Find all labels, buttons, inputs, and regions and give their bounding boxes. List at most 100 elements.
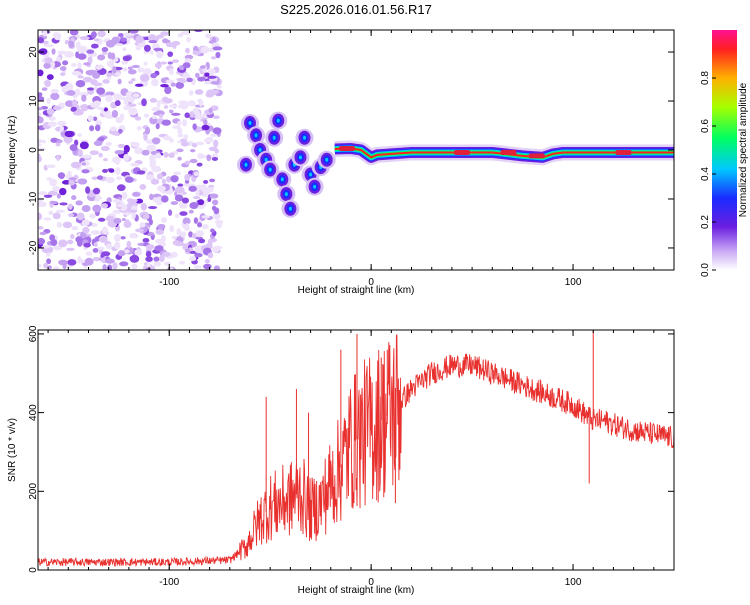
noise-blob xyxy=(38,95,45,102)
noise-blob xyxy=(170,175,179,183)
noise-blob xyxy=(116,184,126,192)
noise-blob xyxy=(139,184,147,191)
noise-blob xyxy=(75,41,81,50)
noise-blob xyxy=(156,185,166,192)
spectrogram-x-axis-label: Height of straight line (km) xyxy=(298,285,415,296)
noise-blob xyxy=(129,254,140,263)
noise-blob xyxy=(180,30,191,36)
noise-blob xyxy=(124,219,130,226)
noise-blob xyxy=(56,139,63,144)
noise-blob xyxy=(112,66,117,74)
noise-blob xyxy=(53,32,62,41)
noise-blob xyxy=(93,38,100,42)
noise-blob xyxy=(56,193,61,199)
noise-blob xyxy=(38,212,43,221)
spectrogram-x-ticks: -100 0 100 xyxy=(47,30,675,288)
noise-blob xyxy=(197,154,208,158)
noise-blob xyxy=(44,79,51,88)
noise-blob xyxy=(68,177,77,181)
noise-blob xyxy=(153,47,163,52)
noise-blob xyxy=(153,256,160,262)
noise-blob xyxy=(71,63,77,67)
noise-blob xyxy=(145,250,152,258)
noise-blob xyxy=(86,49,95,54)
noise-blob xyxy=(49,200,59,205)
noise-blob xyxy=(92,72,101,79)
noise-blob xyxy=(102,264,107,270)
noise-blob xyxy=(140,202,148,211)
colorbar-tick-label: 0.8 xyxy=(700,71,711,85)
noise-blob xyxy=(38,48,48,55)
noise-blob xyxy=(71,99,78,108)
noise-blob xyxy=(206,154,212,162)
noise-blob xyxy=(164,261,171,266)
noise-blob xyxy=(77,178,88,185)
ridge-hotspot xyxy=(454,149,470,155)
noise-blob xyxy=(186,77,193,83)
noise-blob xyxy=(159,255,165,262)
noise-blob xyxy=(95,65,103,70)
blob-core xyxy=(276,118,280,123)
noise-blob xyxy=(197,76,206,82)
noise-blob xyxy=(58,239,68,248)
noise-blob xyxy=(107,52,113,59)
noise-blob xyxy=(117,78,122,85)
noise-blob xyxy=(154,245,164,252)
noise-blob xyxy=(150,178,160,185)
noise-blob xyxy=(57,120,67,126)
noise-blob xyxy=(53,266,60,270)
noise-blob xyxy=(160,235,167,242)
noise-blob xyxy=(177,133,184,138)
noise-blob xyxy=(113,93,122,101)
noise-blob xyxy=(188,90,194,96)
noise-blob xyxy=(75,236,83,243)
noise-blob xyxy=(194,30,203,33)
noise-blob xyxy=(64,100,75,108)
noise-blob xyxy=(69,30,79,36)
snr-y-ticks: 0 200 400 600 xyxy=(28,325,674,573)
noise-blob xyxy=(174,186,185,194)
noise-blob xyxy=(134,249,143,256)
colorbar-tick-label: 0.2 xyxy=(700,215,711,229)
noise-blob xyxy=(79,92,89,97)
noise-blob xyxy=(210,133,218,138)
noise-blob xyxy=(212,115,220,120)
noise-blob xyxy=(189,201,199,210)
noise-blob xyxy=(177,127,183,135)
noise-blob xyxy=(81,94,87,102)
noise-blob xyxy=(43,262,49,269)
noise-blob xyxy=(200,186,208,192)
noise-blob xyxy=(52,185,60,192)
spectrogram-scatter-blobs xyxy=(236,111,336,218)
noise-blob xyxy=(166,175,172,183)
noise-blob xyxy=(198,238,206,244)
noise-blob xyxy=(106,197,112,204)
noise-blob xyxy=(92,187,101,195)
noise-blob xyxy=(183,134,189,140)
noise-blob xyxy=(108,168,115,173)
blob-core xyxy=(284,192,288,197)
noise-blob xyxy=(200,65,206,69)
noise-blob xyxy=(106,72,113,77)
noise-blob xyxy=(82,226,90,234)
noise-blob xyxy=(184,160,191,165)
noise-blob xyxy=(125,176,134,183)
noise-blob xyxy=(117,250,126,257)
noise-blob xyxy=(177,183,184,187)
noise-blob xyxy=(149,265,156,270)
noise-blob xyxy=(75,80,86,88)
noise-blob xyxy=(116,176,123,180)
noise-blob xyxy=(70,106,77,112)
noise-blob xyxy=(143,61,148,66)
noise-blob xyxy=(211,205,217,211)
noise-blob xyxy=(131,263,138,270)
noise-blob xyxy=(123,144,130,153)
noise-blob xyxy=(205,33,212,39)
noise-blob xyxy=(189,256,197,262)
noise-blob xyxy=(89,125,95,132)
noise-blob xyxy=(83,242,91,248)
noise-blob xyxy=(71,195,77,201)
noise-blob xyxy=(127,209,138,213)
noise-blob xyxy=(76,212,85,221)
